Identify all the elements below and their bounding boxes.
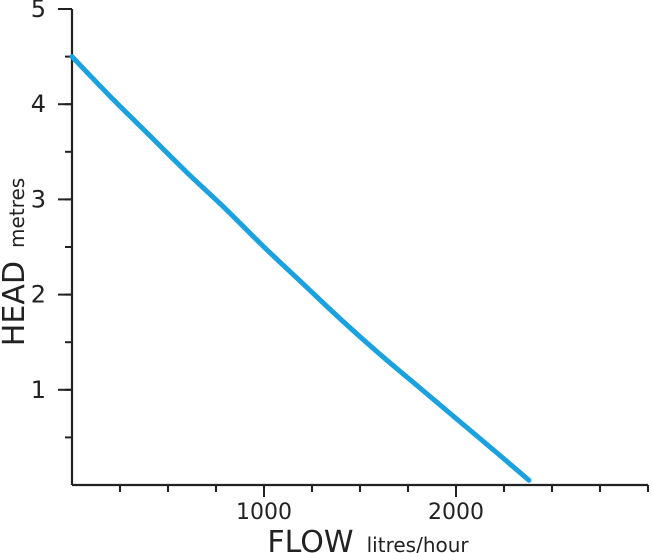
- y-tick-label: 1: [31, 376, 46, 404]
- x-axis-title-main: FLOW: [267, 525, 353, 553]
- series-line-head-vs-flow: [69, 54, 532, 483]
- major-ticks: [58, 8, 457, 497]
- y-tick-label: 2: [31, 281, 46, 309]
- x-tick-label: 2000: [428, 500, 484, 525]
- y-tick-label: 5: [31, 0, 46, 23]
- y-tick-label: 4: [31, 90, 46, 118]
- tick-labels: 1 2 3 4 5 1000 2000: [31, 0, 484, 525]
- y-axis-title: HEAD metres: [0, 178, 32, 346]
- y-axis-title-unit: metres: [5, 178, 29, 248]
- x-tick-label: 1000: [236, 500, 292, 525]
- minor-ticks: [65, 8, 649, 492]
- y-tick-label: 3: [31, 185, 46, 213]
- y-axis-title-main: HEAD: [0, 261, 32, 346]
- x-axis-title-unit: litres/hour: [367, 533, 470, 553]
- x-axis-title: FLOW litres/hour: [267, 525, 469, 553]
